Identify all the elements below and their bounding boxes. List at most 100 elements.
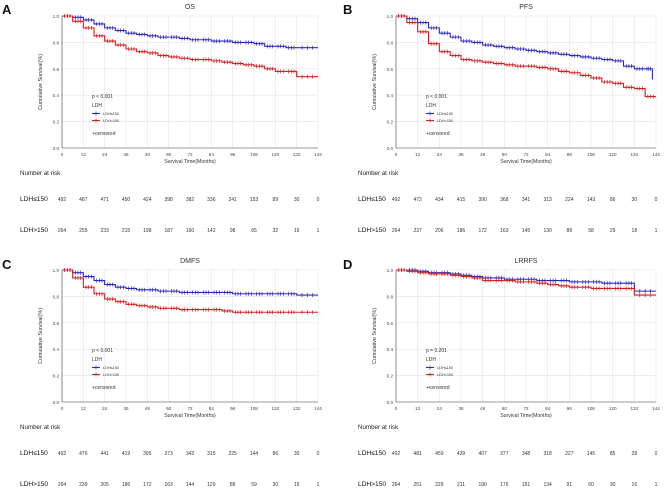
y-tick-label: 0.0 xyxy=(387,146,394,151)
risk-value: 492 xyxy=(392,197,401,203)
risk-value: 264 xyxy=(58,482,67,488)
risk-value: 492 xyxy=(392,451,401,457)
risk-value: 28 xyxy=(632,451,638,457)
y-tick-label: 0.0 xyxy=(53,146,60,151)
risk-value: 0 xyxy=(655,197,658,203)
risk-value: 382 xyxy=(186,197,195,203)
risk-value: 187 xyxy=(164,228,173,234)
x-tick-label: 96 xyxy=(230,152,236,157)
y-tick-label: 0.8 xyxy=(387,40,394,45)
legend-entry: LDH≤150 xyxy=(103,112,119,116)
risk-value: 211 xyxy=(457,482,465,488)
risk-table-title: Number at risk xyxy=(358,170,399,177)
risk-value: 251 xyxy=(413,482,422,488)
y-tick-label: 0.4 xyxy=(53,347,60,352)
x-axis-label: Survival Time(Months) xyxy=(500,413,552,419)
risk-table-title: Number at risk xyxy=(358,424,399,431)
x-tick-label: 120 xyxy=(271,152,279,157)
panel-letter: A xyxy=(2,2,12,17)
risk-value: 237 xyxy=(413,228,422,234)
risk-value: 86 xyxy=(273,451,279,457)
risk-value: 472 xyxy=(413,197,422,203)
x-axis-label: Survival Time(Months) xyxy=(164,159,216,165)
km-curve-ldh-low xyxy=(62,269,318,296)
risk-value: 85 xyxy=(610,451,616,457)
legend-entry: LDH>150 xyxy=(103,119,119,123)
risk-value: 16 xyxy=(632,482,638,488)
censored-label: +censored xyxy=(426,131,450,137)
panel-letter: C xyxy=(2,257,12,272)
km-curve-ldh-high xyxy=(396,269,656,296)
panel-letter: D xyxy=(343,257,352,272)
y-tick-label: 0.4 xyxy=(53,93,60,98)
risk-value: 434 xyxy=(435,197,444,203)
risk-value: 225 xyxy=(228,451,237,457)
y-tick-label: 0.0 xyxy=(387,400,394,405)
risk-value: 30 xyxy=(273,482,279,488)
x-tick-label: 0 xyxy=(61,152,64,157)
risk-value: 130 xyxy=(543,228,552,234)
risk-value: 172 xyxy=(478,228,487,234)
risk-value: 142 xyxy=(207,228,216,234)
risk-value: 134 xyxy=(543,482,552,488)
risk-value: 60 xyxy=(588,482,594,488)
risk-value: 377 xyxy=(500,451,509,457)
risk-value: 86 xyxy=(610,197,616,203)
risk-value: 144 xyxy=(186,482,195,488)
y-tick-label: 0.8 xyxy=(53,40,60,45)
x-tick-label: 120 xyxy=(609,152,617,157)
risk-value: 186 xyxy=(457,228,466,234)
risk-value: 58 xyxy=(588,228,594,234)
x-tick-label: 144 xyxy=(652,152,660,157)
x-tick-label: 60 xyxy=(502,152,508,157)
risk-value: 198 xyxy=(143,228,152,234)
risk-row-label: LDH>150 xyxy=(358,227,386,234)
risk-value: 145 xyxy=(522,228,531,234)
x-tick-label: 36 xyxy=(123,406,129,411)
risk-table-title: Number at risk xyxy=(20,424,61,431)
chart-title: OS xyxy=(185,4,195,11)
risk-value: 373 xyxy=(164,451,173,457)
km-curve-ldh-high xyxy=(62,15,318,78)
y-tick-label: 0.6 xyxy=(53,67,60,72)
x-tick-label: 60 xyxy=(166,152,172,157)
risk-value: 1 xyxy=(655,482,658,488)
legend-entry: LDH>150 xyxy=(437,119,453,123)
y-tick-label: 0.4 xyxy=(387,347,394,352)
risk-value: 481 xyxy=(413,451,422,457)
risk-value: 172 xyxy=(143,482,152,488)
censored-label: +censored xyxy=(426,385,450,391)
y-tick-label: 0.6 xyxy=(387,67,394,72)
x-tick-label: 36 xyxy=(458,406,464,411)
risk-value: 18 xyxy=(632,228,638,234)
y-tick-label: 1.0 xyxy=(387,14,394,19)
risk-value: 163 xyxy=(500,228,509,234)
risk-value: 151 xyxy=(522,482,531,488)
risk-row-label: LDH≤150 xyxy=(20,450,48,457)
y-tick-label: 0.0 xyxy=(53,400,60,405)
x-tick-label: 12 xyxy=(415,152,421,157)
risk-value: 206 xyxy=(435,228,444,234)
x-tick-label: 60 xyxy=(502,406,508,411)
risk-value: 395 xyxy=(143,451,152,457)
y-tick-label: 0.2 xyxy=(53,120,60,125)
risk-value: 19 xyxy=(294,228,300,234)
risk-value: 163 xyxy=(164,482,173,488)
x-tick-label: 108 xyxy=(587,152,595,157)
risk-value: 487 xyxy=(79,197,88,203)
risk-table-title: Number at risk xyxy=(20,170,61,177)
risk-value: 29 xyxy=(610,228,616,234)
risk-value: 144 xyxy=(250,451,259,457)
y-tick-label: 0.2 xyxy=(387,120,394,125)
legend-title: LDH xyxy=(426,357,436,363)
chart-title: DMFS xyxy=(180,258,200,265)
p-value: p = 0.201 xyxy=(426,348,447,354)
chart-title: PFS xyxy=(519,4,533,11)
risk-value: 315 xyxy=(207,451,216,457)
panel-a: A OS0.00.20.40.60.81.00 12 24 36 48 60 72 84 96 10… xyxy=(2,2,322,234)
risk-value: 0 xyxy=(317,451,320,457)
legend-entry: LDH≤150 xyxy=(437,112,453,116)
legend-entry: LDH≤150 xyxy=(103,366,119,370)
x-tick-label: 12 xyxy=(81,152,87,157)
